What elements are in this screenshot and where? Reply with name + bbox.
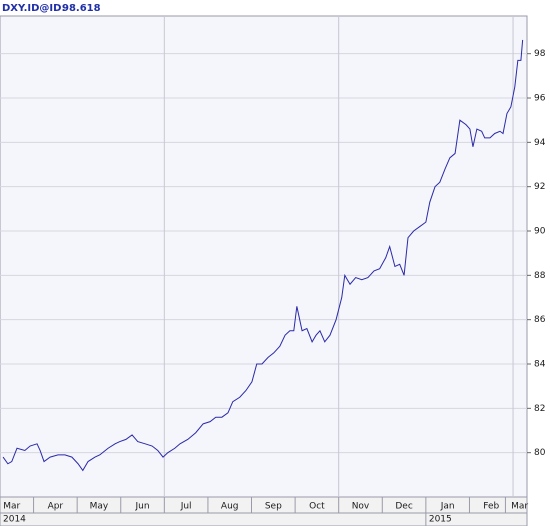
y-tick-label: 86 bbox=[534, 315, 546, 325]
y-tick-label: 80 bbox=[534, 448, 546, 458]
x-axis-band bbox=[0, 496, 528, 526]
last-value: 98.618 bbox=[62, 3, 101, 14]
chart-title: DXY.ID@ID: bbox=[2, 3, 65, 14]
x-tick-label: May bbox=[90, 502, 109, 512]
x-tick-label: Jan bbox=[440, 502, 455, 512]
x-tick-label: Sep bbox=[265, 502, 282, 512]
y-tick-label: 84 bbox=[534, 360, 546, 370]
x-tick-label: Dec bbox=[395, 502, 412, 512]
x-tick-label: Feb bbox=[483, 502, 499, 512]
y-tick-label: 90 bbox=[534, 227, 546, 237]
price-line bbox=[2, 39, 524, 472]
year-label: 2015 bbox=[429, 515, 452, 525]
y-tick-label: 94 bbox=[534, 138, 546, 148]
plot-area bbox=[0, 15, 528, 498]
y-tick-label: 96 bbox=[534, 94, 546, 104]
x-tick-label: Mar bbox=[3, 502, 20, 512]
x-tick-label: Apr bbox=[48, 502, 64, 512]
y-tick-label: 92 bbox=[534, 182, 545, 192]
x-tick-label: Aug bbox=[221, 502, 239, 512]
x-tick-label: Nov bbox=[352, 502, 370, 512]
x-tick-label: Jun bbox=[135, 502, 150, 512]
x-tick-label: Jul bbox=[180, 502, 192, 512]
x-tick-label: Oct bbox=[309, 502, 325, 512]
y-tick-label: 98 bbox=[534, 49, 546, 59]
year-label: 2014 bbox=[3, 515, 26, 525]
y-tick-label: 88 bbox=[534, 271, 546, 281]
y-tick-label: 82 bbox=[534, 404, 545, 414]
x-tick-label: Mar bbox=[511, 502, 528, 512]
